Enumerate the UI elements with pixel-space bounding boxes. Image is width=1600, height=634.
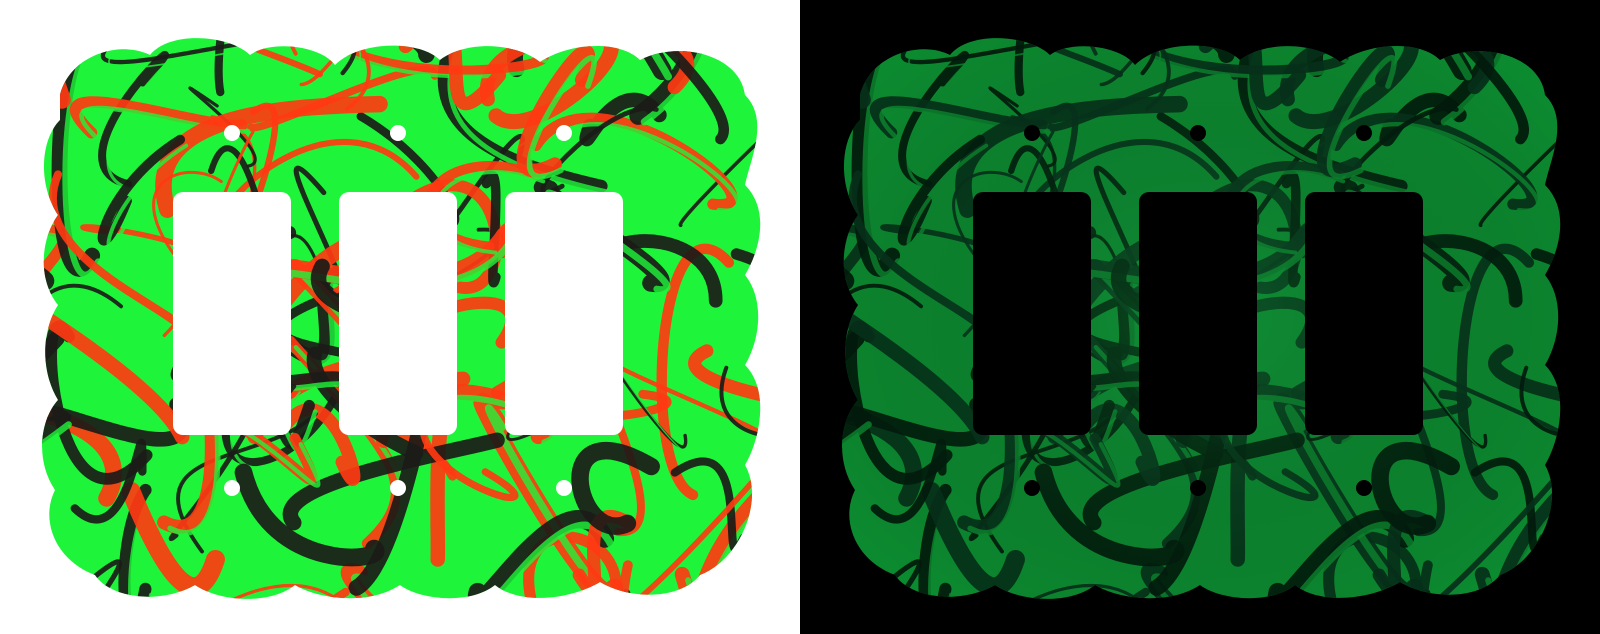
rocker-opening-3 [505, 192, 623, 435]
screw-hole-icon [1356, 480, 1372, 496]
screw-hole-icon [1024, 125, 1040, 141]
rocker-opening-1 [973, 192, 1091, 435]
screw-hole-icon [390, 125, 406, 141]
daylight-view-panel [42, 38, 761, 599]
screw-hole-icon [556, 480, 572, 496]
screw-hole-icon [1356, 125, 1372, 141]
screw-hole-icon [1024, 480, 1040, 496]
screw-hole-icon [1190, 480, 1206, 496]
rocker-opening-2 [339, 192, 457, 435]
screw-hole-icon [556, 125, 572, 141]
screw-hole-icon [224, 480, 240, 496]
rocker-opening-2 [1139, 192, 1257, 435]
daylight-plate-svg [42, 38, 761, 599]
screw-hole-icon [390, 480, 406, 496]
glow-in-dark-view-panel [800, 0, 1600, 634]
rocker-opening-1 [173, 192, 291, 435]
rocker-opening-3 [1305, 192, 1423, 435]
glow-plate-svg [800, 0, 1600, 634]
screw-hole-icon [1190, 125, 1206, 141]
screw-hole-icon [224, 125, 240, 141]
